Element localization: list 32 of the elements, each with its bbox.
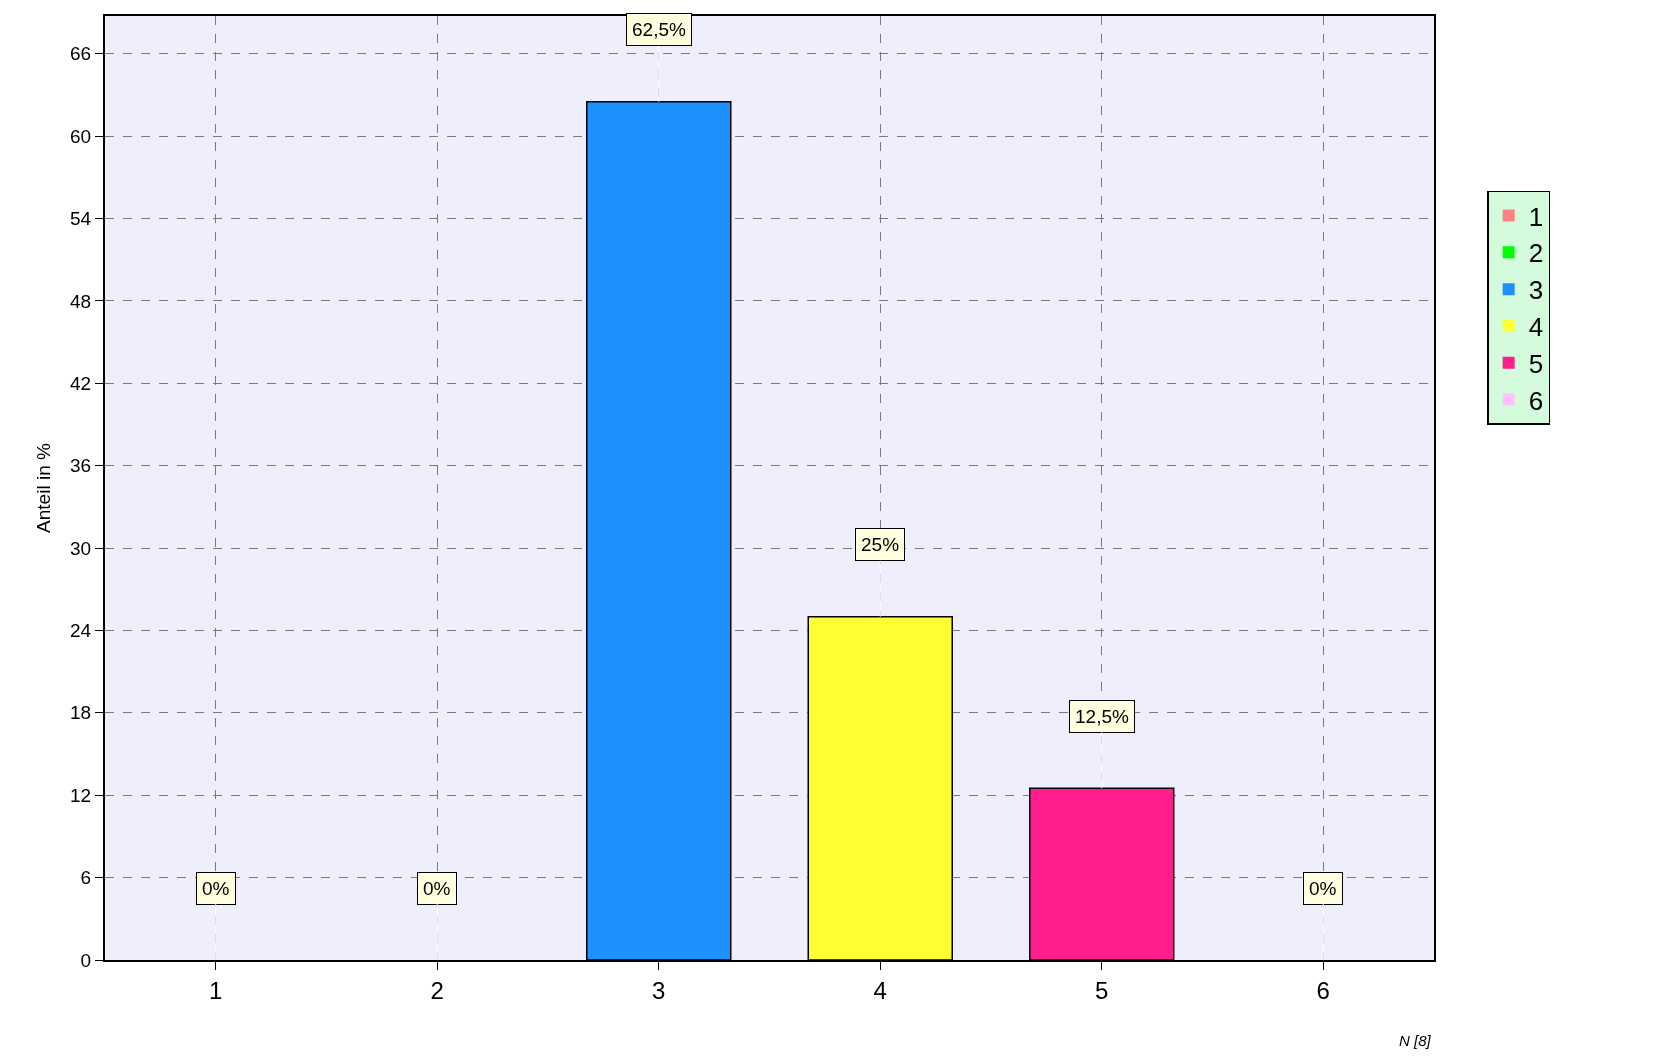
x-tick-label: 2: [430, 976, 444, 1004]
y-tick-label: 0: [80, 949, 92, 971]
y-tick-label: 66: [70, 43, 92, 65]
y-tick-label: 12: [70, 784, 92, 806]
data-label: 12,5%: [1075, 706, 1129, 727]
x-tick-label: 4: [873, 976, 887, 1004]
y-tick-label: 36: [70, 455, 92, 477]
legend-label: 3: [1528, 275, 1544, 306]
y-tick-label: 6: [80, 867, 92, 889]
legend-label: 4: [1528, 312, 1544, 343]
legend-label: 2: [1528, 238, 1544, 269]
y-axis-title: Anteil in %: [33, 443, 55, 533]
y-tick-label: 60: [70, 125, 92, 147]
legend-label: 5: [1528, 348, 1544, 379]
y-tick-label: 54: [70, 208, 92, 230]
x-axis-title: N [8]: [1399, 1032, 1432, 1049]
y-tick-label: 48: [70, 290, 92, 312]
data-label: 0%: [202, 878, 230, 899]
legend-label: 6: [1528, 385, 1544, 416]
y-tick-label: 42: [70, 372, 92, 394]
y-tick-label: 24: [70, 620, 92, 642]
x-tick-label: 6: [1316, 976, 1330, 1004]
legend-label: 1: [1528, 201, 1544, 232]
data-label: 0%: [423, 878, 451, 899]
data-label: 62,5%: [632, 19, 686, 40]
x-tick-label: 1: [209, 976, 223, 1004]
y-tick-label: 18: [70, 702, 92, 724]
data-label: 25%: [861, 534, 900, 555]
x-tick-label: 3: [652, 976, 666, 1004]
x-tick-label: 5: [1095, 976, 1109, 1004]
y-tick-label: 30: [70, 537, 92, 559]
data-label: 0%: [1309, 878, 1337, 899]
